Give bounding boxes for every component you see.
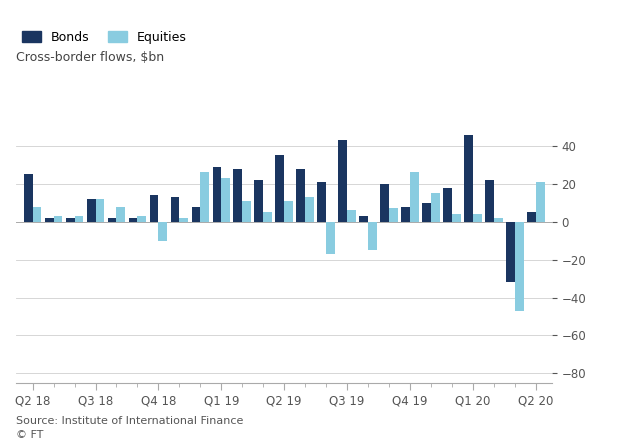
Bar [233, 169, 242, 222]
Bar [305, 197, 314, 222]
Bar [527, 212, 536, 222]
Bar [326, 222, 335, 254]
Bar [138, 216, 146, 222]
Legend: Bonds, Equities: Bonds, Equities [22, 31, 187, 44]
Bar [318, 182, 326, 222]
Bar [422, 203, 431, 222]
Bar [32, 206, 41, 222]
Bar [368, 222, 377, 250]
Text: Source: Institute of International Finance: Source: Institute of International Finan… [16, 416, 243, 426]
Bar [200, 172, 209, 222]
Bar [443, 187, 452, 222]
Bar [212, 167, 221, 222]
Text: Cross-border flows, $bn: Cross-border flows, $bn [16, 51, 164, 64]
Bar [359, 216, 368, 222]
Bar [452, 214, 461, 222]
Bar [87, 199, 96, 222]
Bar [284, 201, 293, 222]
Bar [515, 222, 524, 311]
Bar [494, 218, 503, 222]
Bar [464, 135, 473, 222]
Bar [389, 209, 398, 222]
Bar [191, 206, 200, 222]
Bar [108, 218, 117, 222]
Bar [506, 222, 515, 282]
Bar [536, 182, 545, 222]
Bar [129, 218, 138, 222]
Bar [410, 172, 419, 222]
Bar [380, 184, 389, 222]
Bar [254, 180, 263, 222]
Bar [431, 193, 440, 222]
Bar [117, 206, 126, 222]
Bar [66, 218, 75, 222]
Bar [150, 195, 158, 222]
Text: © FT: © FT [16, 430, 43, 440]
Bar [339, 140, 347, 222]
Bar [473, 214, 482, 222]
Bar [75, 216, 83, 222]
Bar [401, 206, 410, 222]
Bar [45, 218, 54, 222]
Bar [485, 180, 494, 222]
Bar [242, 201, 251, 222]
Bar [158, 222, 167, 241]
Bar [347, 210, 356, 222]
Bar [275, 155, 284, 222]
Bar [263, 212, 272, 222]
Bar [221, 178, 230, 222]
Bar [171, 197, 179, 222]
Bar [179, 218, 188, 222]
Bar [96, 199, 105, 222]
Bar [54, 216, 62, 222]
Bar [297, 169, 305, 222]
Bar [24, 174, 32, 222]
